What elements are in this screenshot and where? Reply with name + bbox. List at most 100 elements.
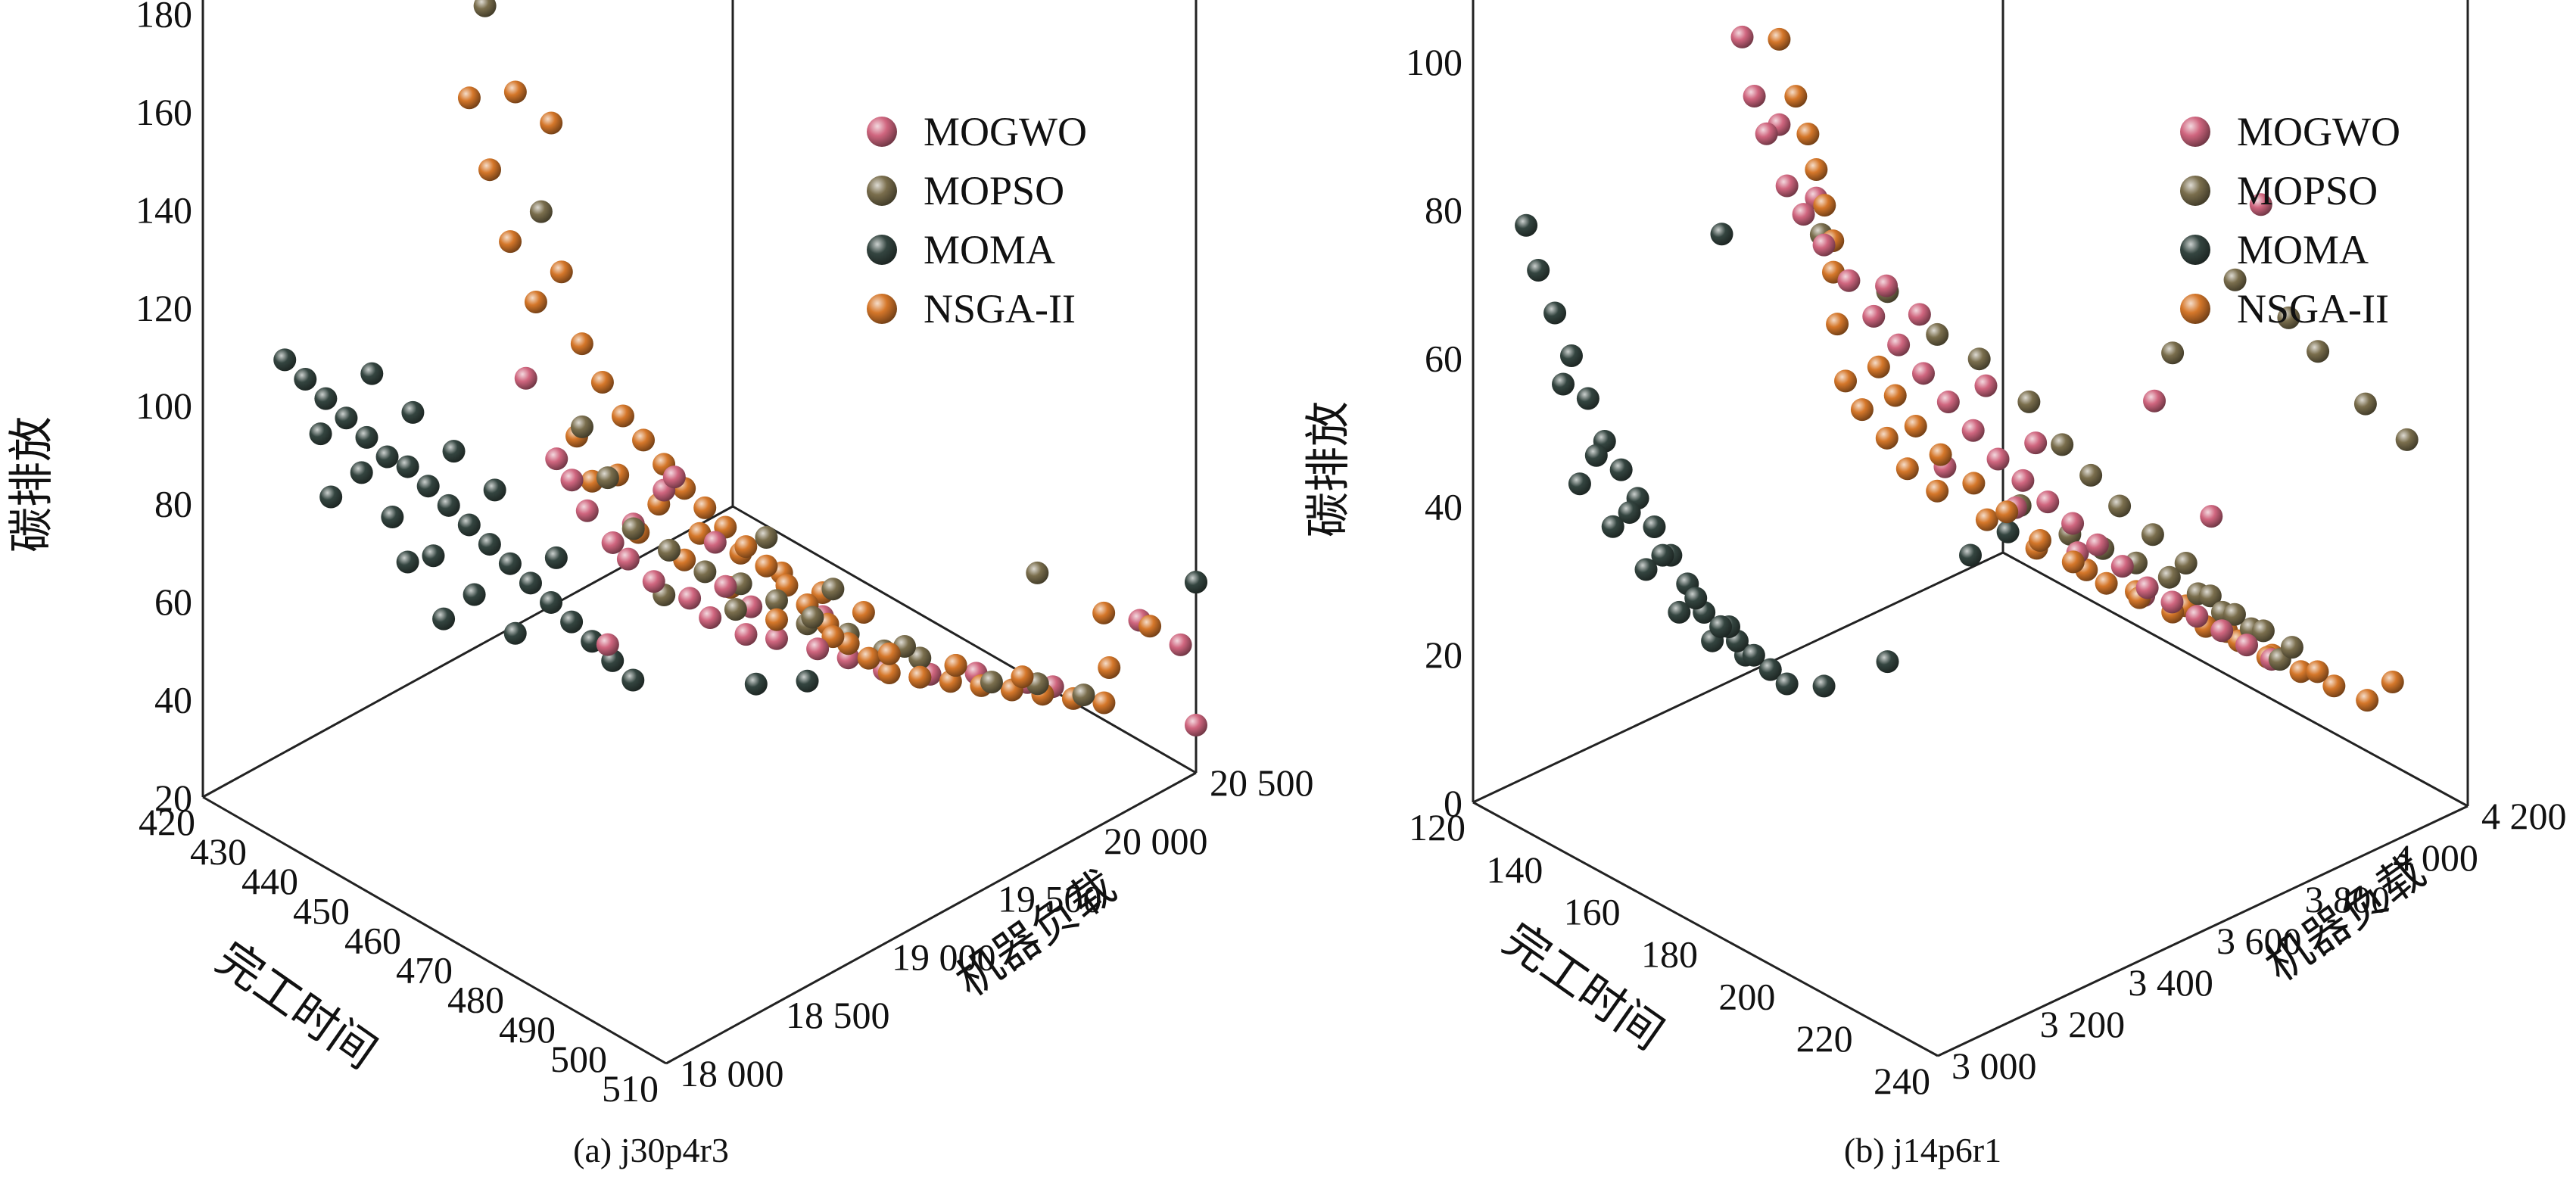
chart-b-ztick: 100 [1406,41,1462,83]
chart-b-point-nsga-ii [1895,457,1919,481]
chart-a-ytick: 19 000 [892,936,996,978]
chart-b-point-nsga-ii [2289,660,2313,683]
chart-a-point-moma [432,607,456,631]
chart-a-ztick: 20 [154,777,192,819]
chart-a-point-moma [540,590,563,614]
chart-b-point-moma [1634,558,1658,581]
chart-a-point-moma [442,440,466,463]
chart-b-point-moma [1996,520,2020,543]
chart-b-xtick: 220 [1796,1017,1853,1060]
chart-b-point-mogwo [1743,84,1766,107]
chart-b-point-nsga-ii [1875,426,1899,450]
chart-b-point-mogwo [2061,512,2085,535]
chart-b-xtick: 240 [1874,1060,1930,1102]
chart-a-ztick: 40 [154,679,192,721]
chart-b-point-nsga-ii [1784,85,1808,108]
chart-a-xtick: 480 [447,979,504,1021]
chart-a-xtick: 450 [293,889,350,932]
chart-b-ztick: 80 [1425,189,1462,232]
chart-a-ytick: 18 500 [786,994,890,1036]
chart-a-point-moma [314,387,338,410]
chart-a-point-nsga-ii [590,370,614,394]
chart-b-point-moma [1618,501,1641,525]
chart-a-xtick: 420 [139,801,195,843]
chart-a-point-nsga-ii [765,608,788,631]
chart-b-point-moma [1651,543,1674,567]
chart-b-point-mogwo [2024,431,2048,455]
chart-b-point-mogwo [2185,605,2209,628]
chart-b-point-moma [1552,372,1575,396]
chart-b-legend-label: MOGWO [2237,109,2400,154]
chart-a-point-moma [350,461,373,484]
chart-b-axes-frame [1472,0,2469,1057]
chart-a-point-moma [294,368,317,391]
chart-a-point-moma [503,621,527,645]
chart-b-legend-label: MOPSO [2237,168,2378,213]
chart-a-point-nsga-ii [499,230,522,254]
chart-a-point-nsga-ii [1092,691,1116,715]
chart-a-legend-label: MOGWO [924,109,1087,154]
chart-a-point-nsga-ii [540,111,563,135]
chart-b-point-mopso [1926,322,1949,346]
chart-b-point-moma [1576,387,1599,410]
chart-panel-b: 1201008060402001201401601802002202403 00… [1304,0,2567,1169]
chart-b-point-mogwo [2110,555,2134,578]
chart-b-point-nsga-ii [1796,123,1820,145]
chart-b-point-moma [1601,515,1624,538]
chart-a-point-nsga-ii [550,260,573,284]
chart-a-point-mogwo [678,587,702,610]
chart-a-point-mogwo [1169,633,1192,656]
chart-a-ytick: 20 000 [1104,820,1208,862]
chart-a-point-moma [381,506,404,529]
chart-b-zlabel: 碳排放 [1304,401,1353,537]
chart-b-legend-marker [2180,176,2210,206]
chart-b-point-mogwo [2200,505,2223,528]
chart-a-point-nsga-ii [857,646,880,670]
chart-b-legend-marker [2180,235,2210,265]
chart-b-point-nsga-ii [2306,660,2329,683]
chart-b-point-mogwo [2143,389,2166,413]
chart-a-ztick: 180 [135,0,192,35]
chart-b-point-mogwo [1908,303,1931,326]
chart-a-point-nsga-ii [821,625,845,649]
chart-a-point-moma [478,533,501,556]
chart-a-point-moma [273,348,297,372]
chart-a-point-mogwo [642,570,665,593]
chart-a-xtick: 440 [241,860,298,902]
chart-b-ztick: 40 [1425,485,1462,528]
chart-a-ytick: 19 500 [998,878,1102,920]
chart-b-point-mopso [2307,340,2330,363]
chart-b-legend-marker [2180,117,2210,147]
chart-a-point-moma [544,546,568,569]
chart-b-xtick: 140 [1486,848,1543,891]
chart-a-point-nsga-ii [503,80,527,104]
chart-b-point-mogwo [1936,391,1960,414]
chart-b-ytick: 3 400 [2128,961,2213,1004]
chart-b-legend-label: MOMA [2237,227,2369,272]
chart-a-legend-marker [867,294,897,324]
chart-a-point-mopso [529,200,553,223]
chart-b-point-nsga-ii [1975,508,1998,531]
chart-b-ytick: 4 000 [2393,836,2478,879]
chart-a-point-mogwo [765,627,788,650]
chart-a-point-moma [335,406,358,430]
chart-a-point-mopso [755,526,778,550]
chart-a-point-moma [744,672,768,696]
chart-b-point-mopso [2223,268,2247,291]
chart-a-point-mogwo [575,499,599,522]
chart-b-legend-marker [2180,294,2210,324]
chart-a-point-moma [309,422,332,446]
chart-a-point-mogwo [806,637,830,661]
chart-a-legend-marker [867,235,897,265]
chart-b-point-mopso [2079,463,2103,487]
chart-a-point-mopso [621,517,645,540]
chart-b-point-mogwo [2135,576,2159,599]
chart-b-point-nsga-ii [1995,500,2019,524]
chart-b-point-mopso [2017,390,2041,413]
chart-b-point-mogwo [2011,469,2035,492]
chart-a-point-nsga-ii [1098,656,1121,680]
chart-b-ytick: 4 200 [2481,795,2567,837]
chart-a-point-nsga-ii [944,653,967,677]
chart-b-point-moma [1876,650,1899,674]
